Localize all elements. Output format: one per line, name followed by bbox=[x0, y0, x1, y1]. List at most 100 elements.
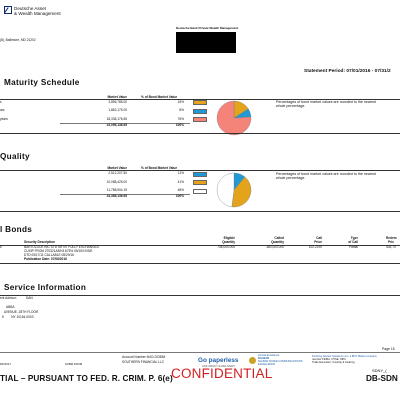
confidential-stamp: CONFIDENTIAL bbox=[171, 366, 273, 381]
private-wealth-heading: Deutsche Bank Private Wealth Management bbox=[176, 26, 239, 30]
sdny-top: SDNY_( bbox=[372, 368, 387, 373]
quality-total-pct: 100% bbox=[175, 194, 184, 198]
quality-row-2-pct: 41% bbox=[177, 179, 184, 184]
footer-account-label: Account Number: bbox=[122, 355, 147, 359]
logo-line-1: Deutsche Asset bbox=[14, 5, 46, 11]
bonds-col-call-1: Call bbox=[316, 236, 322, 240]
quality-title: Quality bbox=[0, 152, 30, 161]
maturity-row-1-pct: 16% bbox=[177, 99, 184, 104]
bonds-col-type-1: Type bbox=[350, 236, 358, 240]
pie-slice-3 bbox=[216, 100, 252, 136]
bonds-desc-line-2: CUSIP FROM 270321AB9 8.875% 05/15/19 B/E bbox=[24, 249, 93, 253]
pie-slice-3 bbox=[216, 172, 235, 208]
bonds-eligible: 748,000.000 bbox=[217, 245, 235, 249]
service-line-3: K NY 10154-0003 bbox=[2, 315, 34, 319]
bonds-col-eligible-2: Quantity bbox=[222, 240, 235, 244]
maturity-row-3-color-bar bbox=[193, 117, 207, 122]
address-fragment: (8), Baltimore, MD 21202 bbox=[0, 38, 36, 42]
quality-row-2-color-bar bbox=[193, 180, 207, 185]
footer-company: SOUTHERN FINANCIAL LLC bbox=[122, 360, 165, 364]
bonds-col-redemption-2: Pric bbox=[388, 240, 395, 244]
maturity-header-rule bbox=[0, 99, 400, 100]
maturity-row-2-pct: 8% bbox=[179, 108, 184, 112]
bonds-redemption: 403,70 bbox=[386, 245, 396, 249]
quality-row-3-color-bar bbox=[193, 188, 207, 194]
pershing-line-2: member FINRA, NYSE, SIPC bbox=[312, 358, 347, 361]
bonds-title: l Bonds bbox=[0, 225, 33, 234]
maturity-row-3-pct: 76% bbox=[177, 116, 184, 121]
bonds-call-price: 102.2190 bbox=[308, 245, 322, 249]
redacted-block bbox=[176, 32, 236, 53]
maturity-row-3-label: years bbox=[0, 116, 8, 121]
quality-header-rule bbox=[0, 170, 400, 171]
maturity-col-pct: % of Bond Market Value bbox=[141, 95, 178, 99]
bates-number: DB-SDN bbox=[366, 374, 398, 383]
maturity-col-market-value: Market Value bbox=[107, 95, 128, 99]
maturity-row-1-value: 3,896,785.00 bbox=[108, 99, 127, 104]
quality-total-rule bbox=[60, 194, 190, 195]
quality-col-market-value: Market Value bbox=[107, 166, 128, 170]
quality-row-3-value: 11,788,504.15 bbox=[106, 188, 127, 192]
bonds-header-rule bbox=[0, 244, 400, 246]
maturity-title: Maturity Schedule bbox=[4, 78, 80, 87]
quality-pie-chart bbox=[216, 172, 252, 208]
footer-mid-small: SUBM FROM bbox=[65, 362, 83, 366]
quality-bottom-rule bbox=[0, 211, 400, 212]
maturity-total-pct: 100% bbox=[175, 122, 184, 127]
quality-col-pct: % of Bond Market Value bbox=[141, 166, 178, 170]
bonds-col-called-2: Quantity bbox=[271, 240, 284, 244]
service-line-1: ABBA bbox=[6, 305, 15, 309]
quality-row-1-value: 2,512,207.50 bbox=[108, 171, 127, 175]
statement-period: Statement Period: 07/01/2016 - 07/31/2 bbox=[304, 69, 391, 74]
maturity-row-2-label: ars bbox=[0, 108, 5, 112]
logo-line-2: & Wealth Management bbox=[14, 10, 61, 16]
service-rule bbox=[0, 295, 400, 296]
dalbar-line-1: Annual Excellence bbox=[258, 354, 280, 357]
quality-row-1-color-bar bbox=[193, 171, 207, 177]
maturity-row-2-color-bar bbox=[193, 108, 207, 114]
bonds-type: Partial bbox=[348, 245, 358, 249]
quality-note: Percentages of bond market values are ro… bbox=[276, 172, 376, 181]
bonds-col-call-2: Price bbox=[314, 240, 322, 244]
bonds-pub-date: Publication Date: 07/08/2016 bbox=[24, 257, 67, 261]
service-line-2: AVENUE, 28TH FLOOR bbox=[4, 310, 39, 314]
bonds-bottom-rule bbox=[0, 263, 400, 264]
bonds-col-redemption-1: Redem bbox=[386, 236, 397, 240]
maturity-row-1-label: s bbox=[0, 99, 2, 104]
quality-row-2-value: 10,088,425.00 bbox=[106, 179, 127, 184]
bonds-col-type-2: of Call bbox=[348, 240, 358, 244]
maturity-note: Percentages of bond market values are ro… bbox=[276, 100, 376, 109]
go-paperless-tagline: ASK ABOUT E-DELIVERY bbox=[202, 364, 236, 368]
maturity-pie-chart bbox=[216, 100, 252, 136]
bonds-col-eligible-1: Eligible bbox=[223, 236, 235, 240]
maturity-bottom-rule bbox=[0, 133, 400, 134]
pie-slice-2 bbox=[231, 176, 252, 208]
go-paperless-logo: Go paperless bbox=[198, 357, 239, 364]
footer-rule bbox=[0, 352, 400, 353]
maturity-row-3-value: 18,336,176.65 bbox=[106, 116, 127, 121]
pershing-line-3: Trade Execution, Custody & Clearing bbox=[312, 361, 355, 364]
bonds-desc-line-1: BARTOLUCK INC STD SR NT FULLY EXCHANGED bbox=[24, 245, 99, 249]
dalbar-line-3: DALBAR RATED COMMUNICATIONS bbox=[258, 360, 303, 363]
bonds-col-security: Security Description bbox=[24, 240, 55, 244]
maturity-row-2-value: 1,862,175.00 bbox=[108, 108, 127, 112]
page-number: Page 15 bbox=[382, 347, 395, 351]
bonds-desc-line-3: DTD 05/17/11 CALLABLE 08/29/16 bbox=[24, 253, 74, 257]
bonds-row-prefix: E bbox=[0, 245, 3, 249]
maturity-row-1-color-bar bbox=[193, 100, 207, 105]
dalbar-line-4: EXCELLENCE bbox=[258, 363, 276, 366]
quality-total: 24,389,136.65 bbox=[106, 194, 127, 198]
service-advisor-value: DAN bbox=[26, 296, 33, 300]
maturity-total-rule bbox=[60, 122, 190, 124]
legal-notice: TIAL – PURSUANT TO FED. R. CRIM. P. 6(e) bbox=[0, 374, 173, 383]
bonds-col-called-1: Called bbox=[274, 236, 284, 240]
dalbar-line-2: DALBAR bbox=[258, 357, 269, 360]
maturity-total: 24,095,136.65 bbox=[106, 122, 127, 127]
bonds-called: 380,000.000 bbox=[266, 245, 284, 249]
footer-left-small: RK/2017 bbox=[0, 362, 11, 366]
pershing-line-1: Pershing Advisor Solutions LLC, a BNY Me… bbox=[312, 355, 377, 358]
footer-account-value: N4G-023854 bbox=[147, 355, 166, 359]
dalbar-badge-icon bbox=[249, 357, 256, 364]
quality-row-3-pct: 48% bbox=[177, 188, 184, 192]
service-title: Service Information bbox=[4, 283, 87, 292]
